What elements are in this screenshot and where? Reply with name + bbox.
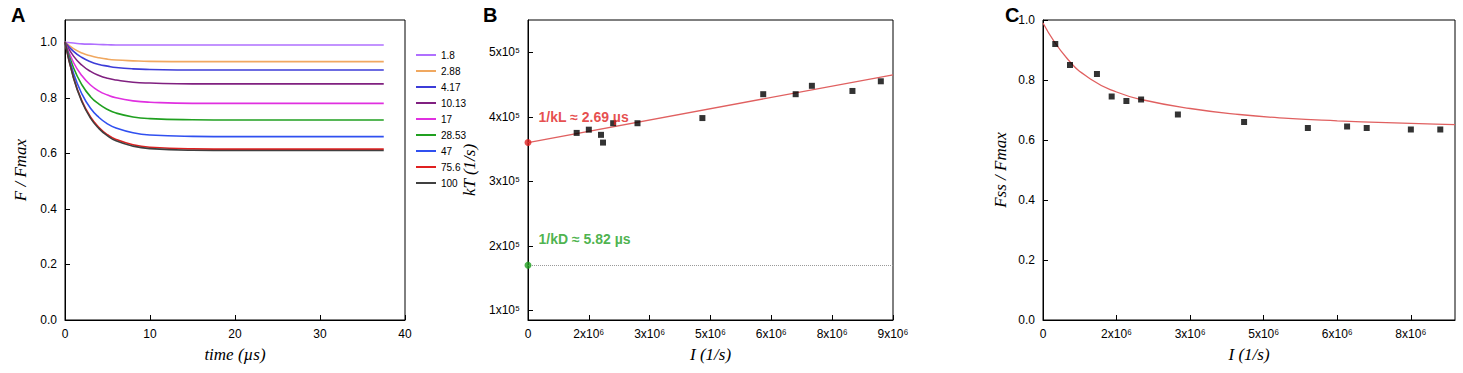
- svg-text:100: 100: [441, 178, 458, 189]
- svg-text:75.6: 75.6: [441, 162, 461, 173]
- svg-text:0: 0: [525, 327, 532, 341]
- svg-text:0.2: 0.2: [1018, 253, 1035, 267]
- svg-text:3x10⁶: 3x10⁶: [1175, 327, 1206, 341]
- svg-text:5x10⁵: 5x10⁵: [489, 45, 520, 59]
- svg-text:1.0: 1.0: [40, 35, 57, 49]
- svg-text:5x10⁶: 5x10⁶: [695, 327, 726, 341]
- svg-text:0.6: 0.6: [1018, 133, 1035, 147]
- svg-text:9x10⁶: 9x10⁶: [878, 327, 909, 341]
- svg-text:10: 10: [143, 327, 157, 341]
- svg-text:6x10⁶: 6x10⁶: [1322, 327, 1353, 341]
- svg-text:2x10⁵: 2x10⁵: [489, 239, 520, 253]
- svg-text:28.53: 28.53: [441, 130, 466, 141]
- svg-text:30: 30: [313, 327, 327, 341]
- svg-text:C: C: [1005, 4, 1019, 26]
- svg-text:17: 17: [441, 114, 453, 125]
- svg-text:0.4: 0.4: [1018, 193, 1035, 207]
- svg-text:8x10⁶: 8x10⁶: [1395, 327, 1426, 341]
- svg-text:I (1/s): I (1/s): [689, 345, 731, 364]
- svg-text:5x10⁶: 5x10⁶: [1248, 327, 1279, 341]
- svg-text:10.13: 10.13: [441, 98, 466, 109]
- svg-text:47: 47: [441, 146, 453, 157]
- svg-text:4.17: 4.17: [441, 82, 461, 93]
- svg-text:I (1/s): I (1/s): [1227, 345, 1269, 364]
- svg-text:0.8: 0.8: [1018, 73, 1035, 87]
- svg-text:F / Fmax: F / Fmax: [11, 138, 30, 202]
- svg-text:2x10⁶: 2x10⁶: [573, 327, 604, 341]
- svg-text:0.2: 0.2: [40, 257, 57, 271]
- svg-text:0.8: 0.8: [40, 91, 57, 105]
- svg-text:B: B: [483, 4, 497, 26]
- svg-text:0: 0: [62, 327, 69, 341]
- svg-text:A: A: [11, 4, 25, 26]
- svg-text:40: 40: [398, 327, 412, 341]
- svg-text:kT (1/s): kT (1/s): [460, 144, 479, 196]
- svg-text:4x10⁵: 4x10⁵: [489, 110, 520, 124]
- svg-text:0.0: 0.0: [1018, 313, 1035, 327]
- svg-text:Fss / Fmax: Fss / Fmax: [991, 132, 1010, 209]
- svg-text:1.0: 1.0: [1018, 13, 1035, 27]
- svg-text:20: 20: [228, 327, 242, 341]
- svg-text:0.4: 0.4: [40, 202, 57, 216]
- svg-text:0: 0: [1040, 327, 1047, 341]
- svg-text:0.0: 0.0: [40, 313, 57, 327]
- svg-text:0.6: 0.6: [40, 146, 57, 160]
- svg-text:time (µs): time (µs): [204, 345, 266, 364]
- svg-text:3x10⁶: 3x10⁶: [634, 327, 665, 341]
- svg-text:3x10⁵: 3x10⁵: [489, 174, 520, 188]
- svg-text:2.88: 2.88: [441, 66, 461, 77]
- svg-text:6x10⁶: 6x10⁶: [756, 327, 787, 341]
- svg-text:1/kL ≈ 2.69 µs: 1/kL ≈ 2.69 µs: [539, 109, 629, 125]
- svg-text:1x10⁵: 1x10⁵: [489, 303, 520, 317]
- svg-text:2x10⁶: 2x10⁶: [1101, 327, 1132, 341]
- svg-text:8x10⁶: 8x10⁶: [817, 327, 848, 341]
- svg-text:1.8: 1.8: [441, 50, 455, 61]
- svg-text:1/kD ≈ 5.82 µs: 1/kD ≈ 5.82 µs: [539, 231, 631, 247]
